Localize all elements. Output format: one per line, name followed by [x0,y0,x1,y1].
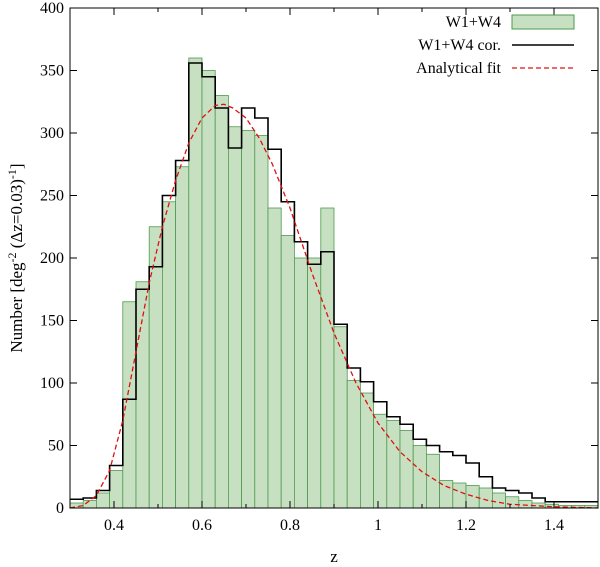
bar-13 [241,130,256,509]
bar-16 [280,235,295,509]
x-tick-label: 1.2 [456,517,476,534]
y-tick-label: 350 [40,63,64,80]
bar-4 [122,301,137,509]
bar-15 [267,207,282,509]
bar-10 [201,70,216,509]
bar-8 [175,166,190,509]
w1w4-bars-group [69,57,599,509]
analytical-fit-line [69,103,599,509]
y-axis-label-sup1: -2 [5,252,19,262]
x-axis-ticks: 0.4 0.6 0.8 1 1.2 1.4 [69,8,599,534]
y-tick-label: 250 [40,188,64,205]
legend-swatch-w1w4 [511,14,575,30]
bar-19 [320,207,335,509]
x-tick-label: 0.4 [104,517,124,534]
y-axis-label-end: ] [7,163,26,169]
legend-label-w1w4-cor: W1+W4 cor. [418,37,501,54]
bar-18 [307,257,322,509]
bar-6 [148,226,163,509]
x-tick-label: 0.8 [280,517,300,534]
bar-1 [82,500,97,509]
bar-20 [333,326,348,509]
bar-29 [452,482,467,509]
bar-34 [518,500,533,509]
bar-23 [373,413,388,509]
y-axis-label: Number [deg-2 (Δz=0.03)-1] [5,163,26,352]
bar-14 [254,135,269,509]
y-tick-label: 150 [40,313,64,330]
x-tick-label: 0.6 [192,517,212,534]
bar-27 [425,453,440,509]
bar-32 [491,492,506,509]
y-tick-label: 50 [48,438,64,455]
bar-3 [109,470,124,509]
bar-26 [412,445,427,509]
y-tick-label: 0 [56,500,64,517]
x-tick-label: 1.4 [544,517,564,534]
y-tick-label: 200 [40,250,64,267]
legend-label-analytical-fit: Analytical fit [416,60,501,77]
bar-24 [386,420,401,509]
bar-17 [293,257,308,509]
y-axis-label-sup2: -1 [5,169,19,179]
y-tick-label: 300 [40,125,64,142]
y-axis-label-main: Number [deg [7,262,26,353]
bar-21 [346,380,361,509]
bar-2 [96,492,111,509]
bar-7 [161,201,176,509]
bar-12 [227,126,242,509]
bar-9 [188,57,203,509]
bar-33 [505,496,520,509]
x-tick-label: 1 [374,517,382,534]
y-tick-label: 400 [40,0,64,17]
y-axis-label-mid: (Δz=0.03) [7,179,26,252]
legend: W1+W4 W1+W4 cor. Analytical fit [416,14,575,77]
bar-25 [399,430,414,509]
y-axis-ticks: 0 50 100 150 200 250 300 350 400 [40,0,598,517]
x-axis-label: z [330,547,338,566]
w1w4-cor-step-line [70,62,598,503]
bar-11 [214,95,229,509]
legend-label-w1w4: W1+W4 [446,14,501,31]
bar-31 [478,487,493,509]
y-tick-label: 100 [40,375,64,392]
